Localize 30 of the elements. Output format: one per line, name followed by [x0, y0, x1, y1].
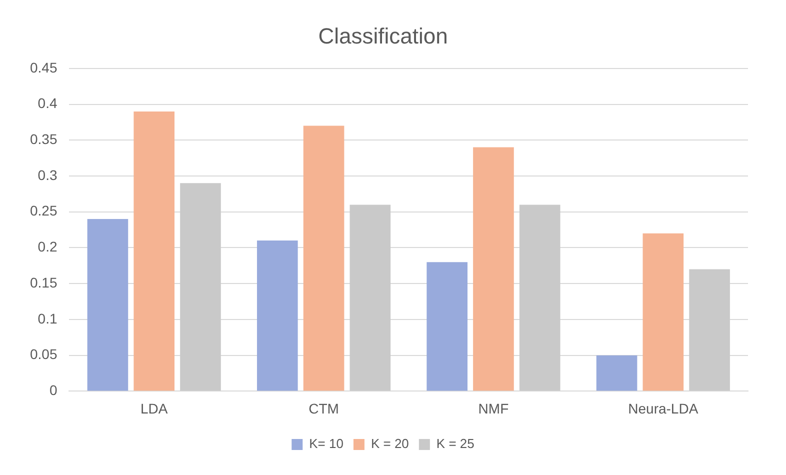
y-tick-label: 0.05 — [30, 346, 58, 362]
bar — [642, 233, 684, 391]
bar — [350, 204, 391, 391]
legend-label: K = 25 — [436, 436, 474, 452]
bar — [473, 147, 514, 391]
x-tick-label: Neura-LDA — [628, 400, 699, 416]
x-tick-label: LDA — [140, 400, 168, 416]
bar — [426, 262, 468, 391]
y-tick-label: 0.25 — [30, 202, 58, 219]
bar — [180, 183, 221, 391]
y-tick-label: 0.15 — [30, 274, 58, 290]
y-tick-label: 0.35 — [30, 130, 58, 147]
y-tick-label: 0.3 — [38, 166, 58, 183]
y-tick-label: 0.2 — [38, 238, 58, 255]
y-tick-label: 0.4 — [38, 95, 58, 112]
x-tick-label: CTM — [308, 400, 339, 416]
y-tick-label: 0 — [49, 382, 58, 398]
legend-label: K= 10 — [309, 436, 344, 452]
bar — [134, 111, 174, 391]
legend-label: K = 20 — [370, 436, 409, 452]
bar — [87, 219, 128, 391]
bar — [256, 240, 298, 391]
bar — [519, 204, 560, 391]
bar — [689, 269, 730, 391]
y-tick-label: 0.45 — [30, 59, 58, 76]
x-tick-label: NMF — [478, 400, 509, 416]
y-tick-label: 0.1 — [38, 310, 58, 326]
chart-title: Classification — [318, 23, 448, 48]
bar — [303, 126, 344, 391]
bar — [596, 355, 638, 391]
